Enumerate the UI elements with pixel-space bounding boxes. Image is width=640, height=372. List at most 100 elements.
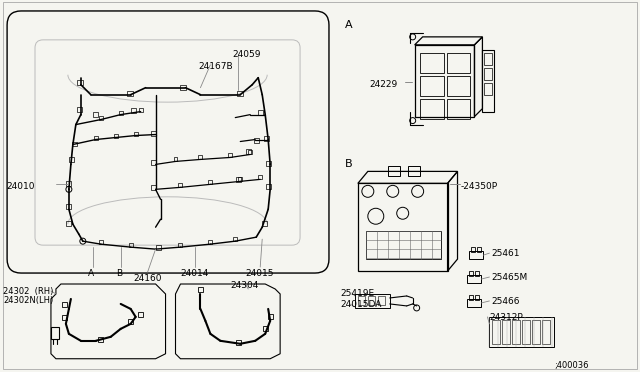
Bar xyxy=(77,80,83,85)
Bar xyxy=(236,340,241,345)
Bar xyxy=(94,135,98,140)
Text: 24312P: 24312P xyxy=(490,313,523,322)
Text: 24167B: 24167B xyxy=(198,62,233,71)
Bar xyxy=(408,166,420,176)
Bar xyxy=(522,320,531,344)
Bar xyxy=(127,91,132,96)
Text: A: A xyxy=(88,269,94,278)
Bar xyxy=(420,53,444,73)
Bar xyxy=(264,135,269,141)
Bar xyxy=(128,320,133,324)
Bar xyxy=(99,116,103,119)
Bar xyxy=(93,112,98,116)
Bar xyxy=(266,161,271,166)
Bar xyxy=(447,99,470,119)
Bar xyxy=(129,243,132,247)
Bar xyxy=(254,138,259,142)
Bar xyxy=(72,141,77,147)
Bar xyxy=(258,110,263,115)
Bar xyxy=(69,157,74,163)
Text: B: B xyxy=(345,160,353,169)
Text: 25465M: 25465M xyxy=(492,273,527,282)
Text: 24304: 24304 xyxy=(230,281,259,290)
Bar xyxy=(180,85,186,90)
Bar xyxy=(77,107,82,112)
Bar xyxy=(420,76,444,96)
Bar xyxy=(266,185,271,189)
Bar xyxy=(131,108,136,113)
Bar xyxy=(150,131,156,135)
Bar xyxy=(179,243,182,247)
Text: 24010: 24010 xyxy=(6,182,35,191)
Bar xyxy=(484,68,492,80)
Bar xyxy=(173,157,177,161)
Bar xyxy=(150,160,156,166)
Bar xyxy=(368,296,375,305)
Text: -24350P: -24350P xyxy=(461,182,498,191)
Text: 25419E: 25419E xyxy=(340,289,374,298)
Bar xyxy=(150,185,156,190)
Bar xyxy=(358,296,365,305)
Bar xyxy=(114,134,118,138)
Bar xyxy=(483,50,494,112)
Bar xyxy=(477,247,481,252)
Bar xyxy=(484,83,492,94)
Bar xyxy=(262,326,268,331)
Bar xyxy=(228,154,232,157)
Bar xyxy=(139,108,143,112)
Text: 24015DA: 24015DA xyxy=(340,300,381,309)
Bar xyxy=(198,288,203,292)
Bar xyxy=(542,320,550,344)
Bar xyxy=(366,231,440,259)
Bar xyxy=(467,275,481,283)
Text: 25461: 25461 xyxy=(492,249,520,258)
Bar xyxy=(236,177,241,182)
Text: 24229: 24229 xyxy=(370,80,398,89)
Bar xyxy=(66,204,71,209)
Text: 24015: 24015 xyxy=(245,269,274,278)
Bar xyxy=(134,132,138,135)
Text: B: B xyxy=(116,269,122,278)
Text: 24302  (RH): 24302 (RH) xyxy=(3,287,54,296)
Bar xyxy=(237,91,243,96)
Bar xyxy=(378,296,385,305)
Bar xyxy=(198,155,202,160)
Bar xyxy=(51,327,59,339)
Bar xyxy=(246,150,252,154)
Bar xyxy=(63,302,67,307)
Text: 25466: 25466 xyxy=(492,297,520,306)
Bar xyxy=(66,182,71,186)
Bar xyxy=(470,271,474,276)
Bar xyxy=(532,320,540,344)
Bar xyxy=(99,240,103,244)
Bar xyxy=(420,99,444,119)
Bar xyxy=(99,337,103,342)
Bar xyxy=(447,76,470,96)
Bar xyxy=(476,271,479,276)
Bar xyxy=(238,177,243,182)
Bar xyxy=(470,251,483,259)
Bar xyxy=(138,312,143,317)
Bar xyxy=(234,237,237,241)
Bar xyxy=(262,221,267,226)
Bar xyxy=(513,320,520,344)
Text: A: A xyxy=(345,20,353,30)
Bar xyxy=(470,295,474,300)
Bar xyxy=(467,299,481,307)
Bar xyxy=(156,245,161,250)
Text: 24160: 24160 xyxy=(134,274,162,283)
Bar xyxy=(248,150,252,154)
Bar xyxy=(447,53,470,73)
Text: ;400036: ;400036 xyxy=(554,361,589,370)
Bar xyxy=(118,110,123,115)
Bar xyxy=(484,53,492,65)
Bar xyxy=(179,183,182,187)
Bar xyxy=(66,221,71,226)
Bar xyxy=(492,320,500,344)
Bar xyxy=(502,320,510,344)
Bar xyxy=(63,315,67,320)
Bar xyxy=(209,240,212,244)
Text: 24014: 24014 xyxy=(180,269,209,278)
Bar xyxy=(472,247,476,252)
Bar xyxy=(355,294,390,308)
